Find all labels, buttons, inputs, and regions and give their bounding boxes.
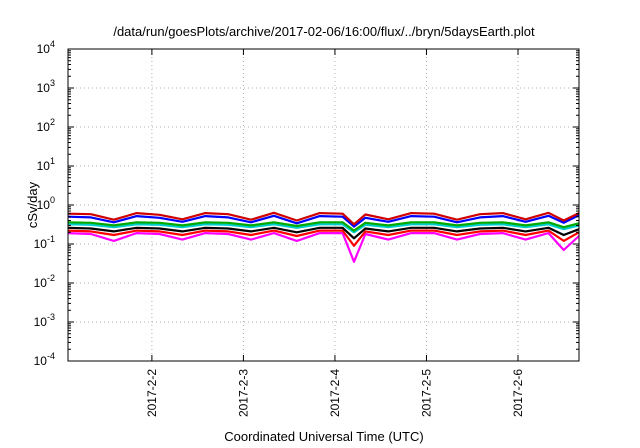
x-tick-label: 2017-2-5 (419, 369, 433, 417)
series-line-4 (67, 223, 580, 234)
series-line-7 (67, 211, 580, 226)
plot-area (67, 211, 580, 263)
x-axis-label: Coordinated Universal Time (UTC) (224, 429, 423, 444)
y-tick-exponent: -2 (47, 273, 55, 283)
chart-title: /data/run/goesPlots/archive/2017-02-06/1… (113, 24, 535, 39)
series-line-2 (67, 229, 580, 247)
y-tick-exponent: 0 (50, 195, 55, 205)
series-line-5 (67, 221, 580, 232)
y-axis-label: cSv/day (25, 181, 40, 228)
series-line-1 (67, 232, 580, 263)
y-tick-label: 10-4 (34, 351, 55, 368)
x-tick-label: 2017-2-6 (511, 369, 525, 417)
y-tick-label: 102 (37, 117, 55, 134)
y-tick-exponent: 1 (50, 156, 55, 166)
y-tick-exponent: 3 (50, 78, 55, 88)
y-tick-exponent: 2 (50, 117, 55, 127)
x-tick-label: 2017-2-4 (328, 369, 342, 417)
y-tick-exponent: -4 (47, 351, 55, 361)
y-tick-exponent: -1 (47, 234, 55, 244)
y-tick-exponent: 4 (50, 39, 55, 49)
series-line-3 (67, 226, 580, 240)
y-tick-label: 10-3 (34, 312, 55, 329)
y-tick-exponent: -3 (47, 312, 55, 322)
x-tick-label: 2017-2-3 (236, 369, 250, 417)
y-tick-label: 103 (37, 78, 55, 95)
y-tick-label: 104 (37, 39, 55, 56)
x-tick-label: 2017-2-2 (145, 369, 159, 417)
y-tick-label: 101 (37, 156, 55, 173)
series-line-6 (67, 214, 580, 228)
grid (68, 49, 579, 361)
y-tick-label: 10-1 (34, 234, 55, 251)
y-tick-label: 10-2 (34, 273, 55, 290)
